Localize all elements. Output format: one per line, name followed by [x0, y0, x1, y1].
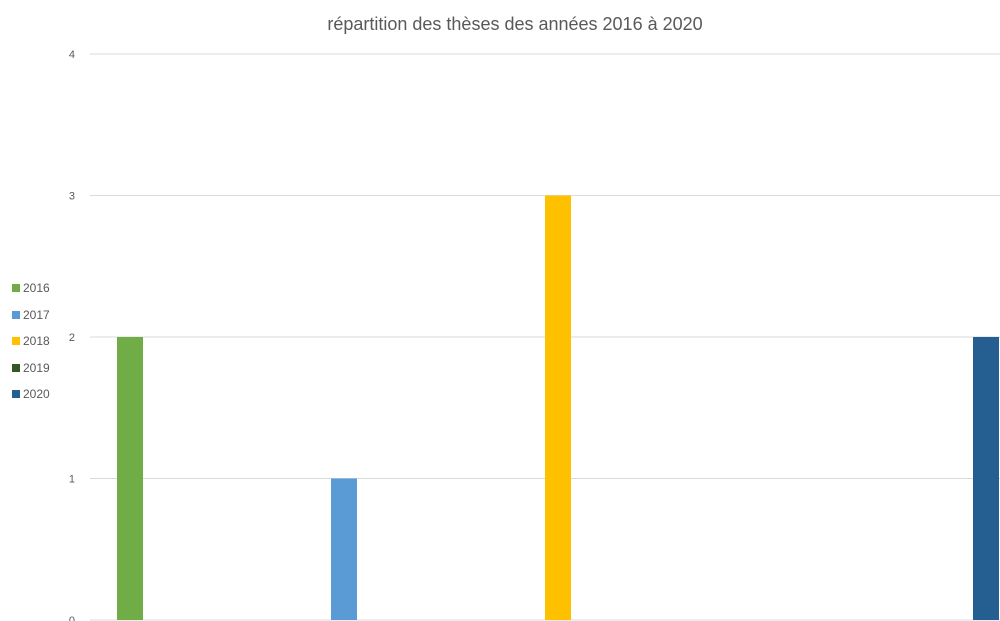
y-tick-label: 3	[69, 191, 75, 203]
legend-label: 2020	[23, 387, 50, 402]
y-axis-tick-labels: 0 1 2 3 4	[69, 49, 75, 621]
y-tick-label: 0	[69, 615, 75, 621]
legend-item-2017: 2017	[12, 302, 50, 329]
bar-2016	[117, 337, 143, 620]
legend-item-2018: 2018	[12, 328, 50, 355]
bar-2018	[545, 195, 571, 620]
legend-item-2019: 2019	[12, 355, 50, 382]
legend-item-2016: 2016	[12, 275, 50, 302]
legend-swatch	[12, 337, 20, 346]
bar-2020	[973, 337, 999, 620]
legend-swatch	[12, 284, 20, 293]
y-tick-label: 4	[69, 49, 75, 61]
bars	[117, 195, 999, 620]
legend-label: 2019	[23, 360, 50, 375]
y-tick-label: 1	[69, 474, 75, 486]
legend-swatch	[12, 390, 20, 399]
legend-item-2020: 2020	[12, 381, 50, 408]
legend: 2016 2017 2018 2019 2020	[12, 275, 50, 408]
legend-swatch	[12, 363, 20, 372]
legend-label: 2018	[23, 334, 50, 349]
legend-swatch	[12, 310, 20, 319]
legend-label: 2016	[23, 281, 50, 296]
bar-2017	[331, 478, 357, 620]
legend-label: 2017	[23, 307, 50, 322]
chart-title: répartition des thèses des années 2016 à…	[327, 14, 703, 34]
y-tick-label: 2	[69, 332, 75, 344]
